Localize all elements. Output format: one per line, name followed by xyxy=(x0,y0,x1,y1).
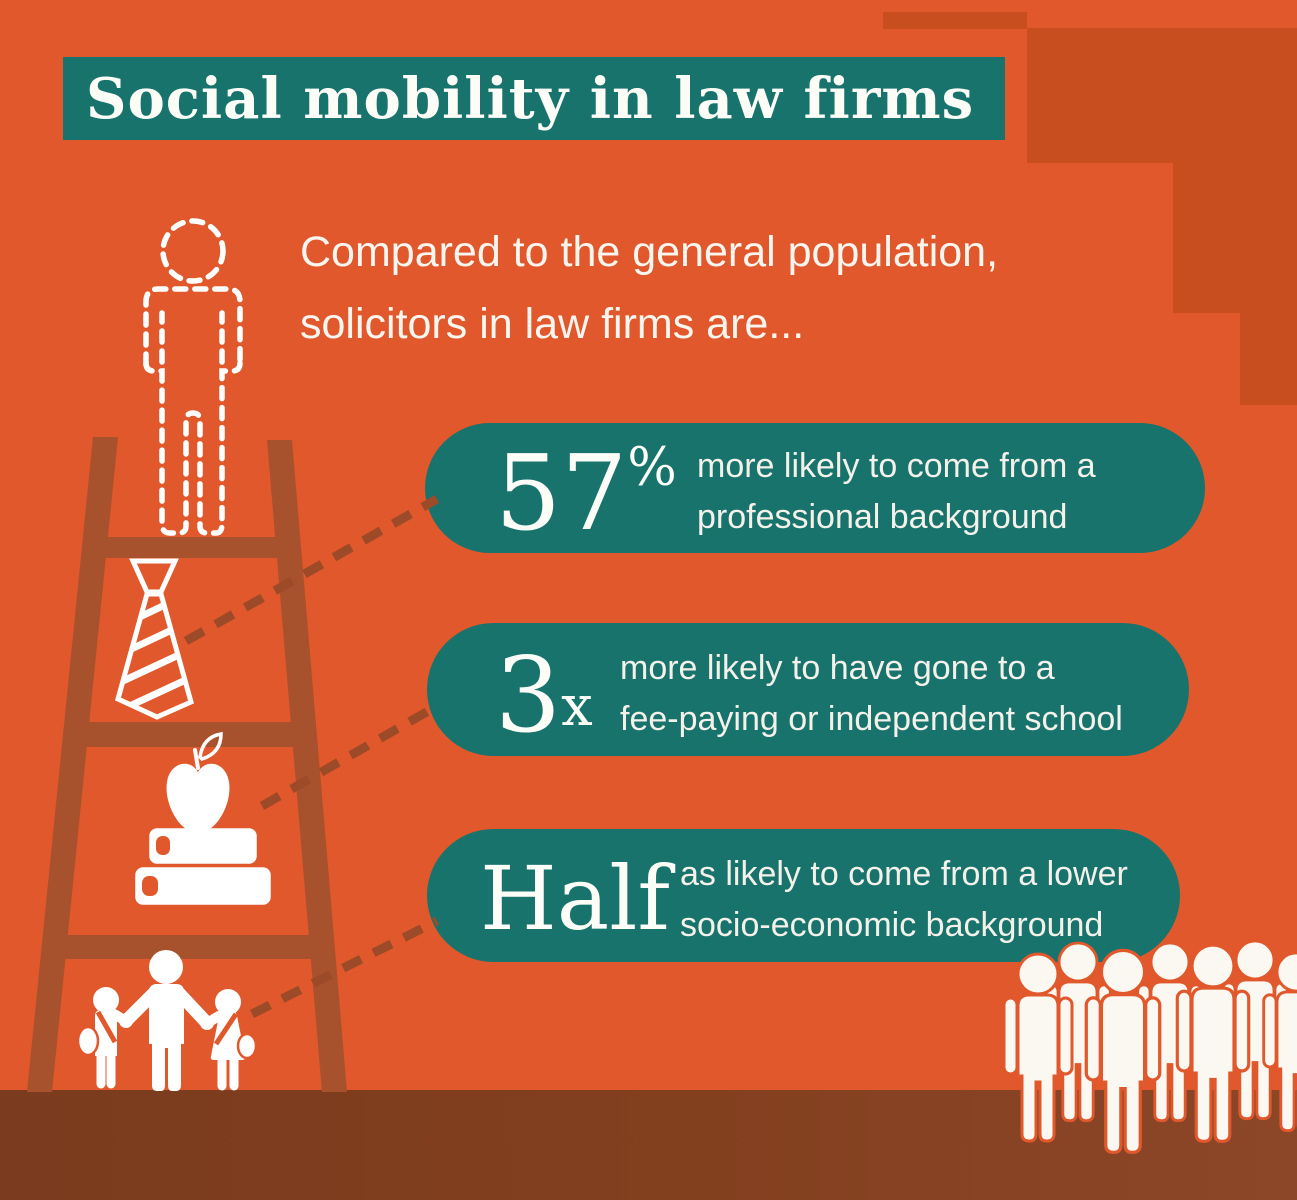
ladder-icon xyxy=(27,437,347,1092)
floor-band xyxy=(0,1090,1297,1200)
stat-description: more likely to have gone to a fee-paying… xyxy=(620,649,1123,738)
stat-suffix: x xyxy=(561,674,593,739)
intro-line-1: Compared to the general population, xyxy=(300,228,999,276)
apple-on-books-icon xyxy=(132,731,274,908)
intro-text: Compared to the general population, soli… xyxy=(300,216,998,360)
stair-step-4 xyxy=(1240,313,1297,405)
intro-line-2: solicitors in law firms are... xyxy=(300,300,805,348)
connector-dashed-lines xyxy=(183,495,440,1019)
stat-description: more likely to come from a professional … xyxy=(697,447,1096,536)
stair-step-2 xyxy=(1027,28,1297,163)
stat-pill-fee-paying-school: 3x more likely to have gone to a fee-pay… xyxy=(427,623,1189,756)
stair-step-3 xyxy=(1173,163,1297,313)
stat-suffix: % xyxy=(627,438,677,498)
stat-value: Half xyxy=(480,847,670,950)
page-title: Social mobility in law firms xyxy=(86,65,975,132)
title-bar: Social mobility in law firms xyxy=(63,57,1005,140)
stat-value: 57% xyxy=(495,432,677,554)
stair-step-1 xyxy=(883,12,1027,29)
dashed-person-outline-icon xyxy=(143,218,243,536)
stat-pill-professional-background: 57% more likely to come from a professio… xyxy=(425,423,1205,553)
family-with-children-icon xyxy=(76,950,258,1091)
stat-description: as likely to come from a lower socio-eco… xyxy=(680,855,1128,944)
striped-tie-icon xyxy=(115,558,194,720)
stat-pill-socio-economic: Half as likely to come from a lower soci… xyxy=(427,829,1180,962)
stat-value: 3x xyxy=(495,634,593,756)
